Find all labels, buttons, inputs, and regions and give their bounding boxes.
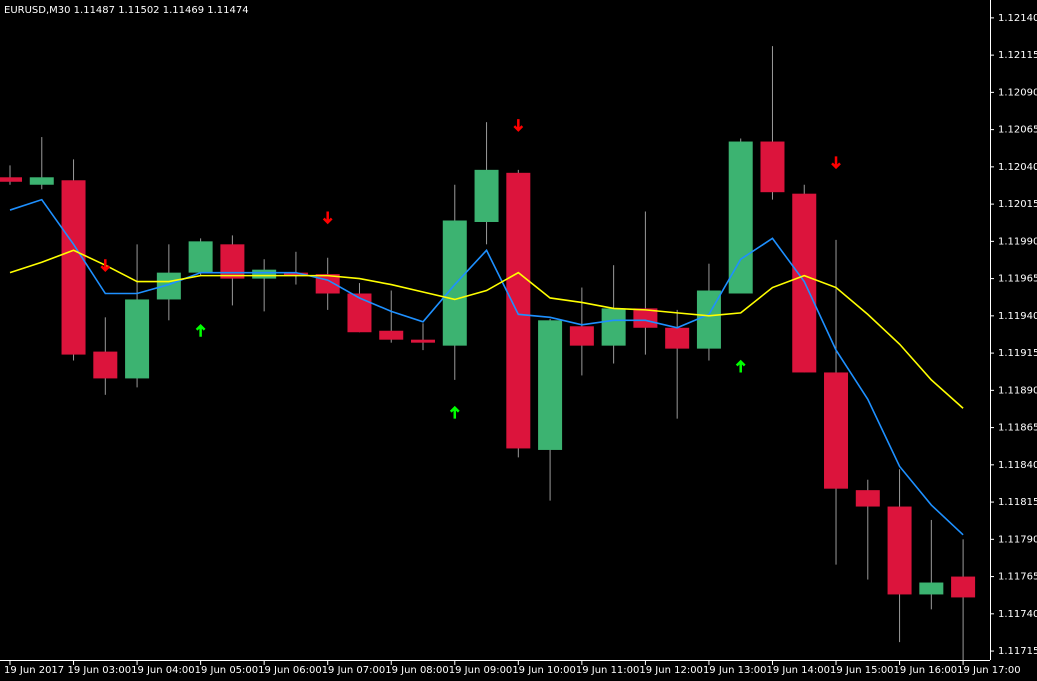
- x-tick-label: 19 Jun 10:00: [512, 665, 576, 676]
- x-tick-label: 19 Jun 04:00: [131, 665, 195, 676]
- signal-arrow: [735, 359, 746, 373]
- x-tick-label: 19 Jun 14:00: [766, 665, 830, 676]
- x-tick-label: 19 Jun 05:00: [195, 665, 259, 676]
- signal-arrow: [322, 211, 333, 225]
- x-tick-label: 19 Jun 17:00: [957, 665, 1021, 676]
- x-tick-label: 19 Jun 08:00: [385, 665, 449, 676]
- candle-body: [760, 141, 785, 193]
- y-tick-label: 1.11890: [998, 385, 1037, 396]
- candle-body: [379, 330, 404, 340]
- y-tick-label: 1.12015: [998, 199, 1037, 210]
- y-tick-label: 1.12115: [998, 50, 1037, 61]
- y-tick-label: 1.11840: [998, 460, 1037, 471]
- signal-arrow: [449, 405, 460, 419]
- x-tick-label: 19 Jun 07:00: [322, 665, 386, 676]
- candle-body: [347, 293, 372, 333]
- candle-body: [538, 320, 563, 450]
- y-tick-label: 1.11940: [998, 311, 1037, 322]
- candle-body: [887, 506, 912, 595]
- y-tick-label: 1.12090: [998, 87, 1037, 98]
- candle-body: [633, 308, 658, 328]
- y-tick-label: 1.12040: [998, 162, 1037, 173]
- candle-body: [0, 177, 22, 182]
- candle-body: [252, 269, 277, 279]
- moving-average-line: [9, 249, 964, 409]
- candle-body: [93, 351, 118, 379]
- candle-body: [474, 169, 499, 222]
- y-tick-label: 1.11965: [998, 274, 1037, 285]
- y-tick-label: 1.11740: [998, 609, 1037, 620]
- signal-arrow: [831, 156, 841, 170]
- y-tick-label: 1.11915: [998, 348, 1037, 359]
- y-tick-label: 1.11865: [998, 423, 1037, 434]
- y-tick-label: 1.11990: [998, 236, 1037, 247]
- candle-body: [951, 576, 976, 598]
- x-tick-label: 19 Jun 2017: [4, 665, 64, 676]
- candle-body: [220, 244, 245, 279]
- candle-body: [411, 339, 436, 343]
- x-tick-label: 19 Jun 15:00: [830, 665, 894, 676]
- candle-body: [125, 299, 150, 379]
- y-tick-label: 1.12140: [998, 13, 1037, 24]
- signal-arrow: [513, 119, 524, 132]
- chart-title: EURUSD,M30 1.11487 1.11502 1.11469 1.114…: [4, 5, 249, 16]
- candle-body: [919, 582, 944, 595]
- y-tick-label: 1.12065: [998, 125, 1037, 136]
- y-tick-label: 1.11815: [998, 497, 1037, 508]
- candle-body: [506, 172, 531, 449]
- y-tick-label: 1.11790: [998, 534, 1037, 545]
- candle-body: [855, 490, 880, 507]
- x-tick-label: 19 Jun 12:00: [639, 665, 703, 676]
- y-tick-label: 1.11715: [998, 646, 1037, 657]
- candle-body: [442, 220, 467, 346]
- candle-body: [569, 326, 594, 346]
- x-tick-label: 19 Jun 13:00: [703, 665, 767, 676]
- candle-body: [601, 308, 626, 346]
- candle-body: [156, 272, 181, 300]
- x-tick-label: 19 Jun 11:00: [576, 665, 640, 676]
- x-tick-label: 19 Jun 09:00: [449, 665, 513, 676]
- moving-average-line: [9, 198, 964, 536]
- candle-body: [283, 272, 308, 276]
- x-tick-label: 19 Jun 03:00: [68, 665, 132, 676]
- candle-body: [824, 372, 849, 489]
- x-tick-label: 19 Jun 16:00: [894, 665, 958, 676]
- candle-body: [665, 327, 690, 349]
- x-tick-label: 19 Jun 06:00: [258, 665, 322, 676]
- candle-body: [728, 141, 753, 294]
- candle-body: [29, 177, 54, 185]
- y-tick-label: 1.11765: [998, 572, 1037, 583]
- signal-arrow: [195, 323, 206, 337]
- candle-body: [188, 241, 213, 273]
- signal-arrow: [100, 259, 111, 272]
- candle-body: [61, 180, 86, 355]
